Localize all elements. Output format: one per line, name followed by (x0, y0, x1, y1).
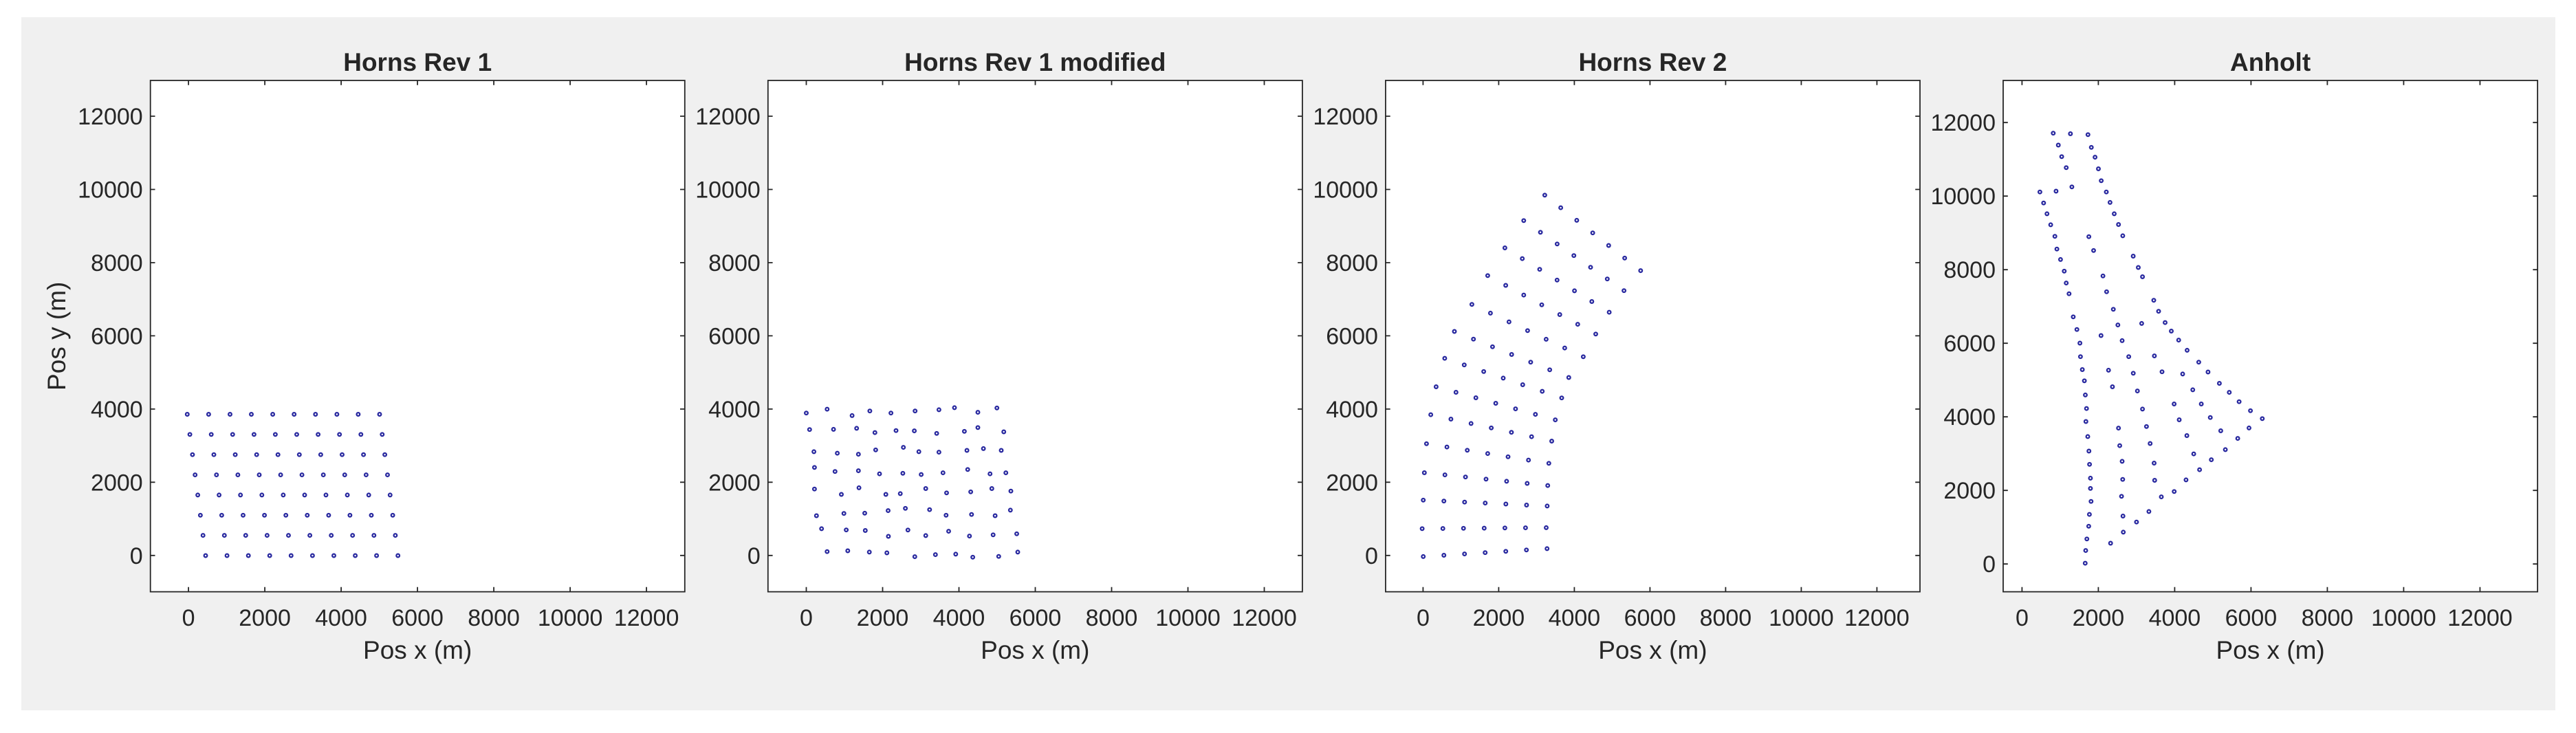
svg-text:10000: 10000 (1155, 605, 1221, 631)
svg-text:10000: 10000 (1930, 184, 1996, 210)
svg-text:Pos x (m): Pos x (m) (2216, 636, 2324, 664)
svg-text:6000: 6000 (1624, 605, 1677, 631)
svg-text:10000: 10000 (695, 177, 761, 204)
svg-text:12000: 12000 (614, 605, 679, 631)
svg-text:4000: 4000 (1326, 397, 1378, 423)
svg-text:8000: 8000 (2302, 605, 2354, 631)
svg-text:12000: 12000 (695, 104, 761, 130)
svg-text:0: 0 (1983, 551, 1996, 578)
svg-text:2000: 2000 (857, 605, 909, 631)
svg-text:8000: 8000 (708, 250, 761, 276)
svg-text:Pos x (m): Pos x (m) (1598, 636, 1707, 664)
svg-text:10000: 10000 (2371, 605, 2436, 631)
svg-text:6000: 6000 (1943, 331, 1996, 357)
svg-text:2000: 2000 (91, 470, 143, 496)
svg-text:12000: 12000 (78, 104, 143, 130)
svg-text:8000: 8000 (1943, 257, 1996, 283)
svg-text:0: 0 (2016, 605, 2029, 631)
svg-text:12000: 12000 (2447, 605, 2513, 631)
svg-text:8000: 8000 (1086, 605, 1138, 631)
svg-text:Pos x (m): Pos x (m) (363, 636, 472, 664)
svg-text:10000: 10000 (1769, 605, 1834, 631)
svg-text:8000: 8000 (91, 250, 143, 276)
svg-text:2000: 2000 (708, 470, 761, 496)
svg-text:4000: 4000 (91, 397, 143, 423)
svg-text:12000: 12000 (1313, 104, 1378, 130)
svg-text:12000: 12000 (1232, 605, 1297, 631)
svg-text:Anholt: Anholt (2230, 48, 2311, 76)
svg-text:12000: 12000 (1844, 605, 1910, 631)
svg-text:2000: 2000 (1943, 478, 1996, 504)
svg-text:2000: 2000 (1326, 470, 1378, 496)
svg-text:12000: 12000 (1930, 110, 1996, 136)
svg-text:6000: 6000 (2225, 605, 2278, 631)
svg-text:4000: 4000 (933, 605, 985, 631)
svg-text:2000: 2000 (2073, 605, 2125, 631)
svg-text:6000: 6000 (708, 323, 761, 349)
svg-text:2000: 2000 (239, 605, 291, 631)
svg-text:Horns Rev 1 modified: Horns Rev 1 modified (904, 48, 1166, 76)
svg-text:Pos y (m): Pos y (m) (43, 282, 71, 391)
svg-text:4000: 4000 (1943, 404, 1996, 430)
svg-text:Horns Rev 2: Horns Rev 2 (1578, 48, 1727, 76)
svg-text:6000: 6000 (1009, 605, 1062, 631)
svg-text:0: 0 (800, 605, 813, 631)
svg-text:8000: 8000 (1326, 250, 1378, 276)
svg-text:Pos x (m): Pos x (m) (981, 636, 1089, 664)
svg-text:Horns Rev 1: Horns Rev 1 (343, 48, 492, 76)
svg-text:8000: 8000 (1700, 605, 1752, 631)
svg-text:10000: 10000 (78, 177, 143, 204)
svg-text:0: 0 (747, 543, 761, 569)
svg-text:4000: 4000 (315, 605, 367, 631)
svg-text:6000: 6000 (391, 605, 444, 631)
svg-text:0: 0 (182, 605, 195, 631)
svg-text:4000: 4000 (2149, 605, 2201, 631)
svg-text:0: 0 (130, 543, 143, 569)
svg-text:4000: 4000 (708, 397, 761, 423)
svg-text:6000: 6000 (91, 323, 143, 349)
svg-text:10000: 10000 (1313, 177, 1378, 204)
svg-text:0: 0 (1365, 543, 1378, 569)
svg-text:6000: 6000 (1326, 323, 1378, 349)
svg-text:2000: 2000 (1473, 605, 1525, 631)
svg-text:0: 0 (1417, 605, 1430, 631)
svg-text:8000: 8000 (468, 605, 520, 631)
svg-text:10000: 10000 (538, 605, 603, 631)
svg-text:4000: 4000 (1549, 605, 1601, 631)
